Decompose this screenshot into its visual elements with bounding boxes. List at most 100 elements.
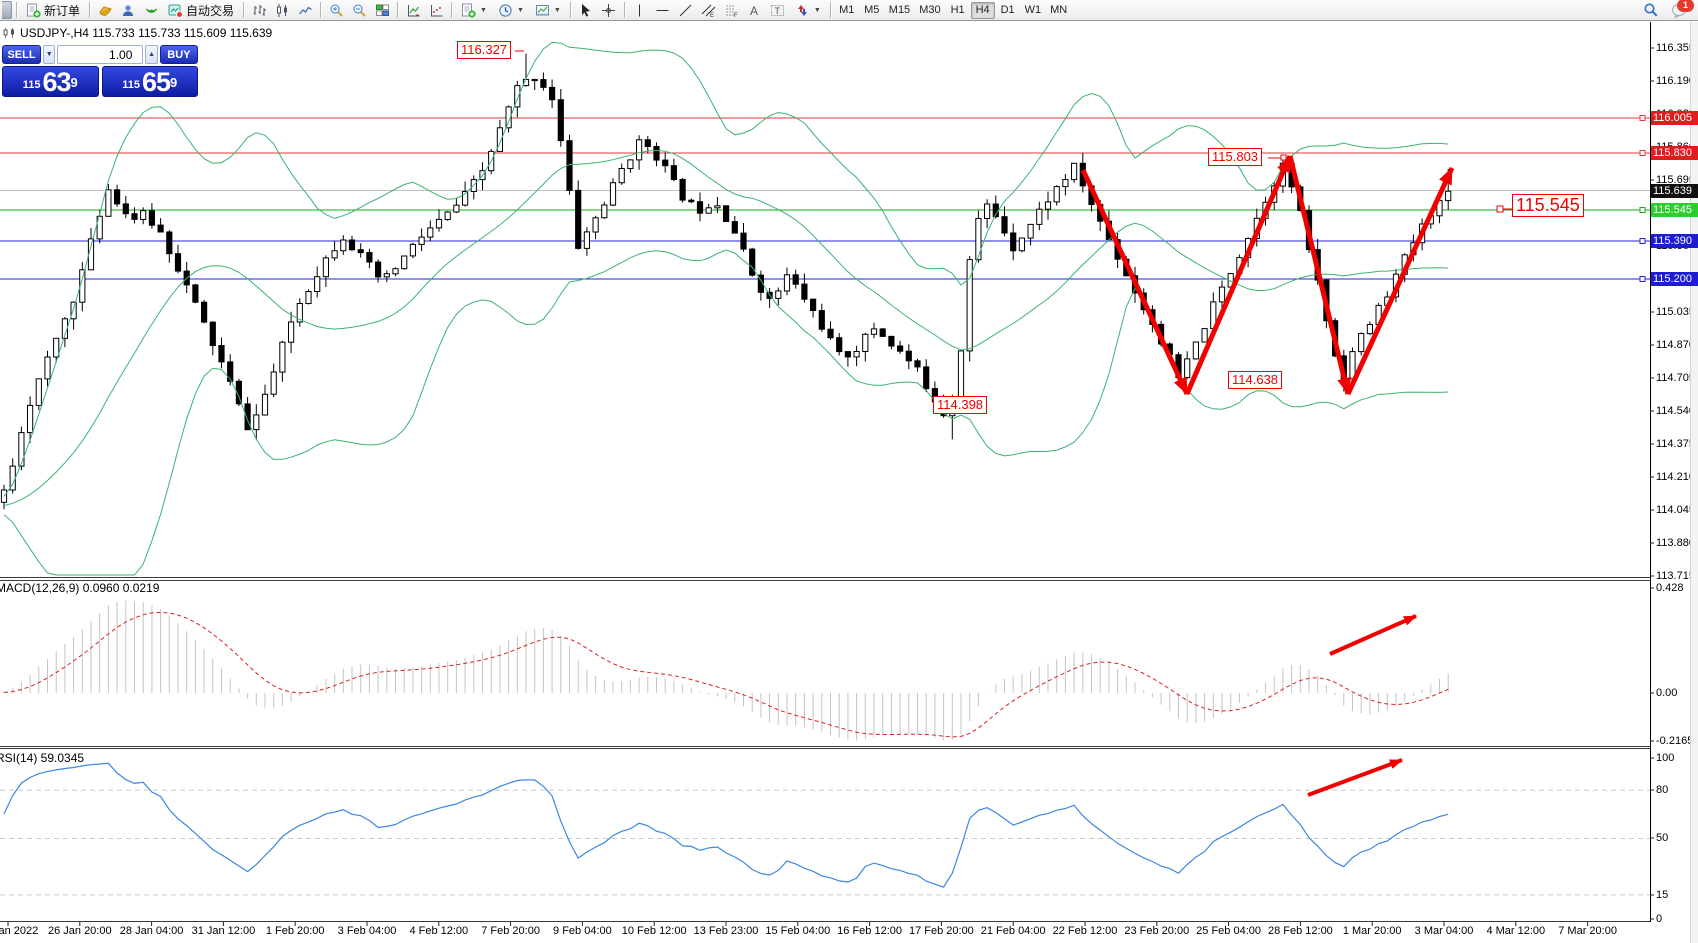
indicator-window-icon[interactable] [402,1,424,19]
zoom-in-icon[interactable] [325,1,347,19]
candlestick-chart-icon[interactable] [271,1,293,19]
lot-size-input[interactable] [57,45,144,64]
symbol-ohlc-text: USDJPY-,H4 115.733 115.733 115.609 115.6… [20,26,273,40]
lot-increase-button[interactable]: ▲ [145,45,158,64]
equidistant-channel-icon[interactable]: E [698,1,720,19]
macd-axis-label: 0.428 [1656,581,1684,594]
macd-label: MACD(12,26,9) 0.0960 0.0219 [0,581,160,595]
algo-trading-button[interactable]: 自动交易 [163,1,239,19]
search-icon[interactable] [1640,1,1662,19]
timeframe-m15[interactable]: M15 [885,2,914,19]
price-tick-label: 115.695 [1656,173,1695,186]
separator [623,2,625,18]
price-badge: 115.545 [1651,203,1698,217]
indicator-list-icon[interactable] [425,1,447,19]
template-button[interactable]: ▼ [530,1,566,19]
add-indicator-button[interactable]: ▼ [456,1,492,19]
date-label: 17 Feb 20:00 [908,925,974,937]
lot-decrease-button[interactable]: ▼ [43,45,56,64]
trendline-icon[interactable] [675,1,697,19]
timeframe-m1[interactable]: M1 [835,2,859,19]
date-label: 31 Jan 12:00 [191,925,256,937]
new-order-icon [27,3,41,18]
price-annotation[interactable]: 116.327 [457,41,512,59]
date-label: 1 Feb 20:00 [265,925,325,937]
arrows-button[interactable]: ▼ [790,1,826,19]
sell-price-button[interactable]: 115 63 9 [2,66,99,97]
community-icon[interactable] [117,1,139,19]
price-tick-label: 114.210 [1656,470,1695,483]
clipped-icon[interactable] [2,1,12,19]
one-click-trading-panel: SELL ▼ ▲ BUY 115 63 9 115 65 9 [2,45,199,97]
rsi-axis-label: 100 [1656,751,1675,764]
separator [243,2,245,18]
price-badge: 115.639 [1651,184,1698,198]
crosshair-icon[interactable] [598,1,620,19]
timeframe-m5[interactable]: M5 [860,2,884,19]
sell-price-sup: 9 [70,75,78,90]
separator [569,2,571,18]
horizontal-line-icon[interactable] [652,1,674,19]
date-label: 10 Feb 12:00 [621,925,687,937]
rsi-axis-label: 50 [1656,831,1669,844]
zoom-out-icon[interactable] [348,1,370,19]
timeframe-m30[interactable]: M30 [915,2,944,19]
price-annotation[interactable]: 114.398 [933,396,988,414]
rsi-axis-label: 0 [1656,912,1663,925]
text-label-icon[interactable]: T [767,1,789,19]
separator [397,2,399,18]
chevron-down-icon: ▼ [553,6,561,14]
date-label: 21 Feb 04:00 [980,925,1046,937]
svg-text:T: T [775,6,781,16]
separator [829,2,831,18]
price-badge: 115.200 [1651,272,1698,286]
date-label: 23 Feb 20:00 [1124,925,1190,937]
rsi-axis-label: 80 [1656,783,1669,796]
period-button[interactable]: ▼ [493,1,529,19]
separator [16,2,17,18]
timeframe-d1[interactable]: D1 [996,2,1020,19]
date-label: 3 Mar 04:00 [1414,925,1474,937]
buy-button[interactable]: BUY [159,45,199,64]
text-icon[interactable]: A [744,1,766,19]
vertical-line-icon[interactable] [629,1,651,19]
timeframe-w1[interactable]: W1 [1021,2,1046,19]
new-order-button[interactable]: 新订单 [21,1,85,19]
sell-button[interactable]: SELL [2,45,41,64]
tile-windows-icon[interactable] [371,1,393,19]
chevron-down-icon: ▼ [516,6,524,14]
market-icon[interactable] [94,1,116,19]
timeframe-h4[interactable]: H4 [970,1,995,19]
algo-trading-label: 自动交易 [186,3,235,18]
new-order-label: 新订单 [44,3,81,18]
cursor-icon[interactable] [575,1,597,19]
separator [451,2,453,18]
fibonacci-icon[interactable]: F [721,1,743,19]
timeframe-mn[interactable]: MN [1046,2,1071,19]
date-label: 15 Feb 04:00 [765,925,831,937]
price-annotation[interactable]: 114.638 [1228,371,1283,389]
sell-price-main: 63 [42,67,71,97]
chat-button[interactable]: 1 [1668,0,1694,19]
separator [89,2,91,18]
signals-icon[interactable] [140,1,162,19]
bar-chart-icon[interactable] [248,1,270,19]
date-label: 28 Feb 12:00 [1267,925,1333,937]
chevron-down-icon: ▼ [813,6,821,14]
algo-trading-icon [168,4,184,18]
line-chart-icon[interactable] [294,1,316,19]
price-tick-label: 114.375 [1656,437,1695,450]
timeframe-h1[interactable]: H1 [946,2,970,19]
clock-icon [499,3,512,17]
buy-price-button[interactable]: 115 65 9 [101,66,198,97]
date-label: 22 Feb 12:00 [1052,925,1118,937]
chart-icon [3,28,14,38]
price-annotation[interactable]: 115.545 [1512,194,1584,217]
price-tick-label: 114.540 [1656,404,1695,417]
date-label: 25 Jan 2022 [0,925,39,937]
price-tick-label: 114.870 [1656,338,1695,351]
buy-price-prefix: 115 [122,79,140,91]
price-annotation[interactable]: 115.803 [1208,148,1263,166]
price-tick-label: 116.190 [1656,74,1695,87]
